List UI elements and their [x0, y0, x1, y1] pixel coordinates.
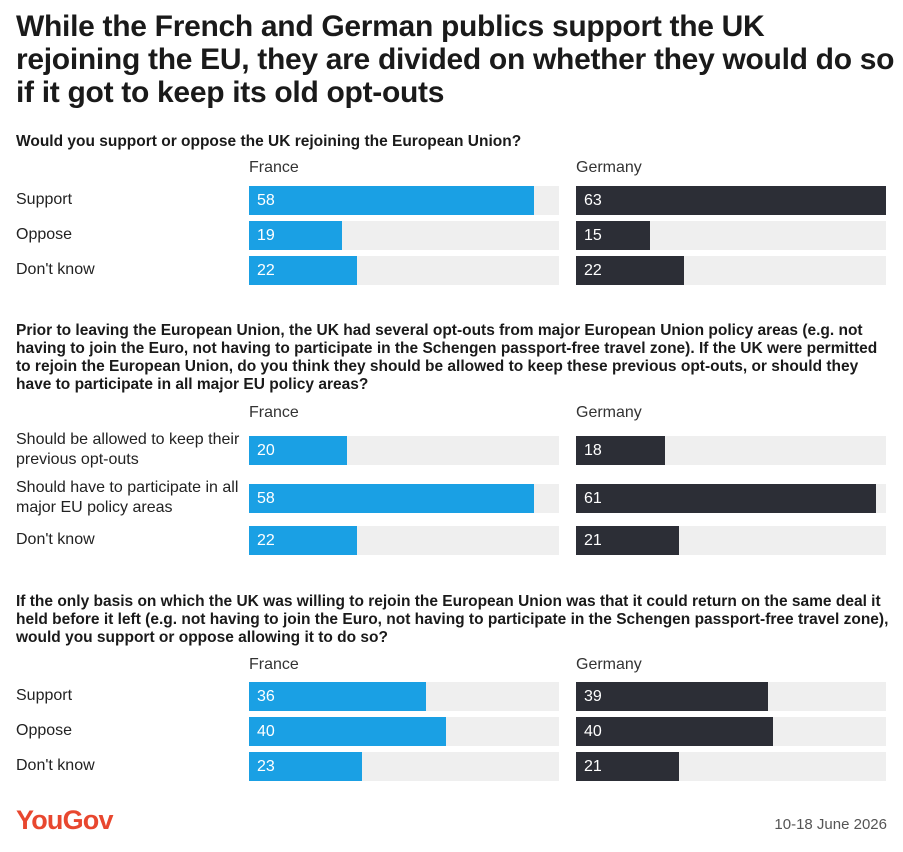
bar-track: 58: [249, 484, 559, 513]
bar-track: 23: [249, 752, 559, 781]
bar-france: [249, 186, 535, 215]
bar-germany: [576, 186, 886, 215]
category-label: Don't know: [16, 531, 95, 548]
country-label-germany: Germany: [576, 656, 642, 673]
data-label: 36: [257, 688, 275, 705]
bar-france: [249, 484, 535, 513]
bar-track: 40: [576, 717, 886, 746]
category-label: Support: [16, 687, 73, 704]
data-label: 22: [584, 262, 602, 279]
data-label: 40: [257, 723, 275, 740]
bar-france: [249, 256, 358, 285]
data-label: 18: [584, 442, 602, 459]
data-label: 19: [257, 227, 275, 244]
bar-track: 63: [576, 186, 886, 215]
data-label: 20: [257, 442, 275, 459]
bar-track: 21: [576, 526, 886, 555]
data-label: 21: [584, 532, 602, 549]
bar-track: 40: [249, 717, 559, 746]
country-label-france: France: [249, 404, 299, 421]
bar-france: [249, 221, 343, 250]
category-label: Oppose: [16, 226, 73, 243]
data-label: 22: [257, 262, 275, 279]
country-label-germany: Germany: [576, 404, 642, 421]
bar-germany: [576, 436, 665, 465]
bar-track: 20: [249, 436, 559, 465]
data-label: 15: [584, 227, 602, 244]
country-label-france: France: [249, 656, 299, 673]
question-text: If the only basis on which the UK was wi…: [16, 593, 889, 646]
bar-track: 39: [576, 682, 886, 711]
category-label: Support: [16, 191, 73, 208]
question-text: Prior to leaving the European Union, the…: [16, 322, 878, 393]
bar-track: 19: [249, 221, 559, 250]
bar-track: 15: [576, 221, 886, 250]
category-label: Don't know: [16, 261, 95, 278]
data-label: 61: [584, 490, 602, 507]
chart-title: While the French and German publics supp…: [16, 10, 895, 109]
bar-france: [249, 717, 446, 746]
bar-france: [249, 752, 363, 781]
country-label-germany: Germany: [576, 159, 642, 176]
data-label: 63: [584, 192, 602, 209]
bar-germany: [576, 752, 680, 781]
bar-track: 58: [249, 186, 559, 215]
data-label: 21: [584, 758, 602, 775]
bar-track: 22: [249, 526, 559, 555]
bar-track: 18: [576, 436, 886, 465]
bar-germany: [576, 221, 650, 250]
fieldwork-date: 10-18 June 2026: [774, 816, 887, 833]
question-text: Would you support or oppose the UK rejoi…: [16, 133, 522, 150]
category-label: Oppose: [16, 722, 73, 739]
category-label: Should have to participate in all major …: [16, 479, 239, 516]
bar-track: 22: [576, 256, 886, 285]
bar-track: 21: [576, 752, 886, 781]
yougov-logo: YouGov: [16, 805, 114, 835]
country-label-france: France: [249, 159, 299, 176]
bar-germany: [576, 484, 877, 513]
data-label: 58: [257, 490, 275, 507]
bar-track: 22: [249, 256, 559, 285]
bar-france: [249, 526, 358, 555]
data-label: 39: [584, 688, 602, 705]
data-label: 23: [257, 758, 275, 775]
bar-track: 61: [576, 484, 886, 513]
data-label: 40: [584, 723, 602, 740]
bar-track: 36: [249, 682, 559, 711]
category-label: Should be allowed to keep their previous…: [16, 431, 240, 468]
bar-france: [249, 682, 427, 711]
bar-germany: [576, 717, 773, 746]
bar-germany: [576, 256, 685, 285]
bar-germany: [576, 526, 680, 555]
bar-france: [249, 436, 348, 465]
data-label: 22: [257, 532, 275, 549]
bar-germany: [576, 682, 768, 711]
category-label: Don't know: [16, 757, 95, 774]
data-label: 58: [257, 192, 275, 209]
